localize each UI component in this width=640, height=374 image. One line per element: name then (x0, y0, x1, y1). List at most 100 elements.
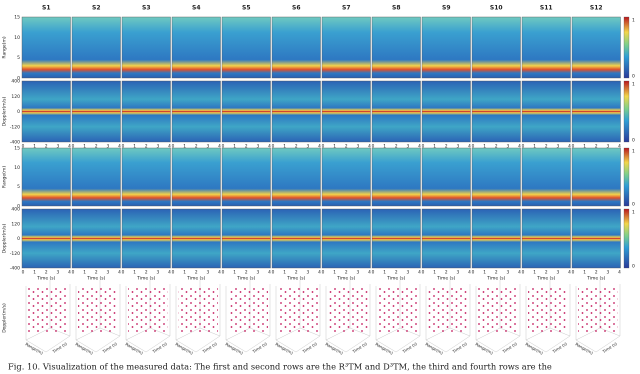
x-tick-label: 4 (68, 144, 71, 150)
x-tick-label: 4 (268, 144, 271, 150)
x-tick-label: 1 (33, 270, 36, 276)
doppler-map (371, 208, 421, 269)
range-map (21, 147, 71, 207)
doppler-map (521, 208, 571, 269)
x-tick-label: 3 (107, 144, 110, 150)
y-tick-label: -400 (10, 140, 20, 146)
x-tick-label: 1 (233, 270, 236, 276)
x-tick-label: 2 (95, 144, 98, 150)
x-tick-label: 3 (507, 270, 510, 276)
y-tick-label: 0 (17, 204, 20, 210)
doppler-map (121, 80, 171, 143)
doppler-map (171, 208, 221, 269)
x-tick-label: 0 (172, 144, 175, 150)
x-tick-label: 4 (218, 144, 221, 150)
x-tick-label: 2 (595, 144, 598, 150)
x-tick-label: 4 (518, 144, 521, 150)
x-tick-label: 3 (357, 144, 360, 150)
x-tick-label: 0 (22, 144, 25, 150)
x-tick-label: 1 (533, 144, 536, 150)
column-title: S12 (590, 5, 603, 12)
axis-label: Range(m) (574, 341, 594, 355)
x-axis-label: Time (s) (536, 276, 556, 282)
range-map (271, 147, 321, 207)
y-axis-label: Doppler(m/s) (2, 303, 8, 333)
x-tick-label: 3 (457, 144, 460, 150)
x-tick-label: 1 (283, 270, 286, 276)
x-axis-label: Time (s) (586, 276, 606, 282)
range-map (321, 16, 371, 79)
range-map (421, 16, 471, 79)
x-tick-label: 0 (222, 144, 225, 150)
doppler-map (321, 80, 371, 143)
x-tick-label: 0 (22, 270, 25, 276)
x-tick-label: 1 (83, 144, 86, 150)
scatter-points (578, 288, 618, 332)
x-tick-label: 4 (318, 270, 321, 276)
colorbar-tick: 0 (632, 74, 635, 80)
x-tick-label: 2 (45, 270, 48, 276)
y-axis-label: Range(m) (2, 36, 8, 58)
x-tick-label: 0 (372, 270, 375, 276)
x-tick-label: 4 (268, 270, 271, 276)
doppler-map (21, 208, 71, 269)
x-tick-label: 2 (145, 144, 148, 150)
x-tick-label: 2 (45, 144, 48, 150)
x-tick-label: 0 (322, 270, 325, 276)
axis-label: Range(m) (274, 341, 294, 355)
axis-label: Range(m) (374, 341, 394, 355)
range-map (71, 147, 121, 207)
scatter-points (128, 288, 168, 332)
x-tick-label: 3 (57, 270, 60, 276)
x-axis-label: Time (s) (186, 276, 206, 282)
x-tick-label: 1 (533, 270, 536, 276)
scatter-points (178, 288, 218, 332)
doppler-map (421, 80, 471, 143)
axis-label: Range(m) (324, 341, 344, 355)
x-tick-label: 4 (418, 144, 421, 150)
doppler-map (121, 208, 171, 269)
x-tick-label: 2 (195, 144, 198, 150)
y-tick-label: -120 (10, 251, 20, 257)
x-tick-label: 1 (483, 270, 486, 276)
x-tick-label: 4 (618, 270, 621, 276)
axis-label: Range(m) (524, 341, 544, 355)
x-tick-label: 4 (168, 144, 171, 150)
column-title: S9 (442, 5, 451, 12)
range-map (321, 147, 371, 207)
doppler-map (571, 80, 621, 143)
x-tick-label: 4 (118, 270, 121, 276)
doppler-map (21, 80, 71, 143)
x-tick-label: 4 (368, 144, 371, 150)
column-title: S4 (192, 5, 201, 12)
column-title: S10 (490, 5, 503, 12)
x-tick-label: 3 (207, 144, 210, 150)
x-tick-label: 1 (183, 144, 186, 150)
range-map (571, 147, 621, 207)
x-tick-label: 0 (372, 144, 375, 150)
x-tick-label: 0 (422, 144, 425, 150)
x-tick-label: 4 (118, 144, 121, 150)
column-title: S3 (142, 5, 151, 12)
x-tick-label: 2 (395, 144, 398, 150)
range-map (571, 16, 621, 79)
x-tick-label: 2 (245, 144, 248, 150)
x-tick-label: 2 (495, 270, 498, 276)
x-tick-label: 2 (445, 270, 448, 276)
x-tick-label: 1 (383, 144, 386, 150)
x-tick-label: 0 (122, 144, 125, 150)
colorbar-tick: 0 (632, 264, 635, 270)
scatter-points (528, 288, 568, 332)
colorbar-tick: 0 (632, 202, 635, 208)
x-tick-label: 0 (172, 270, 175, 276)
range-map (521, 147, 571, 207)
x-tick-label: 1 (583, 270, 586, 276)
x-tick-label: 2 (495, 144, 498, 150)
x-tick-label: 4 (318, 144, 321, 150)
x-tick-label: 2 (295, 270, 298, 276)
x-tick-label: 3 (107, 270, 110, 276)
scatter-points (228, 288, 268, 332)
x-tick-label: 4 (518, 270, 521, 276)
range-map (121, 147, 171, 207)
